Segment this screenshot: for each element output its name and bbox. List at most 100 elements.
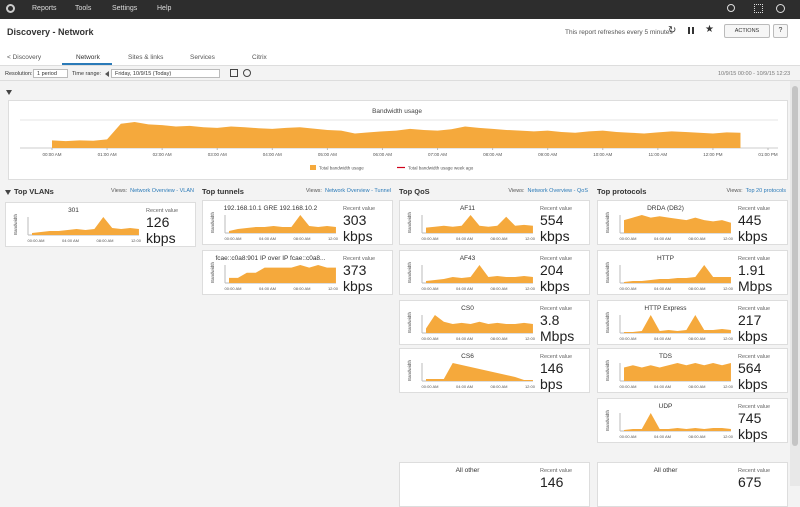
widget-card[interactable]: TDS Recent value 564 kbps Bandwidth 00:00 AM 0… (597, 348, 788, 393)
spark-area (426, 315, 533, 333)
recent-value: 217 (738, 312, 762, 328)
spark-area (32, 217, 139, 235)
spark-tick-label: 08:00 AM (491, 384, 508, 389)
widget-card[interactable]: UDP Recent value 745 kbps Bandwidth 00:00 AM 0… (597, 398, 788, 443)
range-text: 10/9/15 00:00 - 10/9/15 12:23 (718, 71, 791, 77)
scroll-thumb[interactable] (792, 86, 798, 446)
widget-card[interactable]: DRDA (DB2) Recent value 445 kbps Bandwidth 00… (597, 200, 788, 245)
x-tick-label: 12:00 PM (703, 152, 723, 157)
card-name: All other (455, 467, 480, 474)
recent-unit: kbps (738, 426, 768, 442)
views-link[interactable]: Network Overview - QoS (527, 188, 588, 194)
axis-label: Bandwidth (605, 359, 610, 381)
spark-tick-label: 00:00 AM (620, 286, 637, 291)
spark-tick-label: 00:00 AM (422, 384, 439, 389)
calendar-icon[interactable] (230, 69, 238, 77)
recent-value: 3.8 (540, 312, 560, 328)
axis-label: Bandwidth (13, 213, 18, 235)
bandwidth-area (52, 122, 741, 148)
spark-tick-label: 12:00 PM (525, 236, 535, 241)
card-name: AF11 (459, 205, 476, 212)
card-name: AF43 (459, 255, 476, 262)
tab[interactable]: Citrix (252, 54, 267, 61)
card-name: UDP (658, 403, 673, 410)
sparkline: Bandwidth 00:00 AM 04:00 AM 08:00 AM 12:00 P… (407, 359, 535, 389)
sparkline: Bandwidth 00:00 AM 04:00 AM 08:00 AM 12:00 P… (407, 311, 535, 341)
pause-icon[interactable] (688, 27, 694, 34)
actions-button[interactable]: ACTIONS (724, 24, 770, 38)
nav-item[interactable]: Reports (32, 5, 57, 12)
spark-tick-label: 08:00 AM (689, 434, 706, 439)
spark-tick-label: 12:00 PM (723, 434, 733, 439)
widget-card[interactable]: fcae::c0a8:901 IP over IP fcae::c0a8... R… (202, 250, 393, 295)
axis-label: Bandwidth (605, 409, 610, 431)
axis-label: Bandwidth (605, 261, 610, 283)
resolution-select[interactable]: 1 period (33, 69, 68, 78)
widget-card[interactable]: AF43 Recent value 204 kbps Bandwidth 00:00 AM… (399, 250, 590, 295)
spark-tick-label: 04:00 AM (62, 238, 79, 243)
spark-tick-label: 04:00 AM (456, 236, 473, 241)
filter-icon[interactable] (5, 190, 11, 195)
views-link[interactable]: Network Overview - VLAN (130, 188, 194, 194)
widget-card[interactable]: All other Recent value 675 (597, 462, 788, 507)
spark-tick-label: 08:00 AM (491, 236, 508, 241)
spark-tick-label: 12:00 PM (525, 286, 535, 291)
time-range-label: Time range: (72, 71, 102, 77)
tab[interactable]: Sites & links (128, 54, 164, 61)
card-name: fcae::c0a8:901 IP over IP fcae::c0a8... (215, 255, 326, 262)
x-tick-label: 02:00 AM (153, 152, 172, 157)
card-name: DRDA (DB2) (647, 205, 684, 212)
sparkline: Bandwidth 00:00 AM 04:00 AM 08:00 AM 12:00 P… (407, 261, 535, 291)
recent-unit: kbps (738, 376, 768, 392)
recent-label: Recent value (343, 256, 376, 262)
widget-card[interactable]: All other Recent value 146 (399, 462, 590, 507)
widget-card[interactable]: 301 Recent value 126 kbps Bandwidth 00:00 AM 0… (5, 202, 196, 247)
spark-area (229, 215, 336, 233)
tab[interactable]: Network (76, 54, 100, 61)
nav-item[interactable]: Help (157, 5, 172, 12)
prev-arrow[interactable] (105, 71, 109, 77)
axis-label: Bandwidth (210, 261, 215, 283)
recent-unit: Mbps (738, 278, 773, 294)
section-title: Top VLANs (14, 187, 54, 196)
views-link[interactable]: Network Overview - Tunnel (324, 188, 391, 194)
tab[interactable]: Services (190, 54, 215, 61)
help-button[interactable]: ? (773, 24, 788, 38)
axis-label: Bandwidth (407, 359, 412, 381)
views: Views: Network Overview - Tunnel (202, 188, 391, 194)
power-icon[interactable] (776, 4, 785, 13)
recent-unit: kbps (146, 230, 176, 246)
widget-card[interactable]: HTTP Recent value 1.91 Mbps Bandwidth 00:00 A… (597, 250, 788, 295)
apps-icon[interactable] (754, 4, 763, 13)
filter-icon[interactable] (6, 90, 12, 95)
spark-tick-label: 08:00 AM (294, 286, 311, 291)
spark-tick-label: 12:00 PM (328, 286, 338, 291)
card-name: CS0 (461, 305, 474, 312)
widget-card[interactable]: CS6 Recent value 146 bps Bandwidth 00:00 AM 04… (399, 348, 590, 393)
widget-card[interactable]: AF11 Recent value 554 kbps Bandwidth 00:00 AM… (399, 200, 590, 245)
recent-value: 675 (738, 474, 762, 490)
spark-tick-label: 12:00 PM (328, 236, 338, 241)
widget-card[interactable]: CS0 Recent value 3.8 Mbps Bandwidth 00:00 AM 0… (399, 300, 590, 345)
tab-underline (62, 63, 112, 65)
refresh-icon[interactable]: ↻ (668, 25, 677, 36)
star-icon[interactable]: ★ (705, 24, 714, 35)
tab[interactable]: < Discovery (7, 54, 42, 61)
views-link[interactable]: Top 20 protocols (745, 188, 786, 194)
nav-item[interactable]: Settings (112, 5, 138, 12)
sparkline: Bandwidth 00:00 AM 04:00 AM 08:00 AM 12:00 P… (605, 211, 733, 241)
x-tick-label: 00:00 AM (42, 152, 61, 157)
x-tick-label: 10:00 AM (593, 152, 612, 157)
search-icon[interactable] (727, 4, 735, 12)
recent-value: 303 (343, 212, 367, 228)
globe-icon[interactable] (243, 69, 251, 77)
views-label: Views: (305, 188, 322, 194)
chart-title: Bandwidth usage (372, 108, 422, 115)
date-select[interactable]: Friday, 10/9/15 (Today) (111, 69, 220, 78)
nav-item[interactable]: Tools (75, 5, 92, 12)
widget-card[interactable]: 192.168.10.1 GRE 192.168.10.2 Recent valu… (202, 200, 393, 245)
widget-card[interactable]: HTTP Express Recent value 217 kbps Bandwidth… (597, 300, 788, 345)
legend-swatch (310, 165, 316, 170)
logo[interactable] (6, 4, 15, 13)
